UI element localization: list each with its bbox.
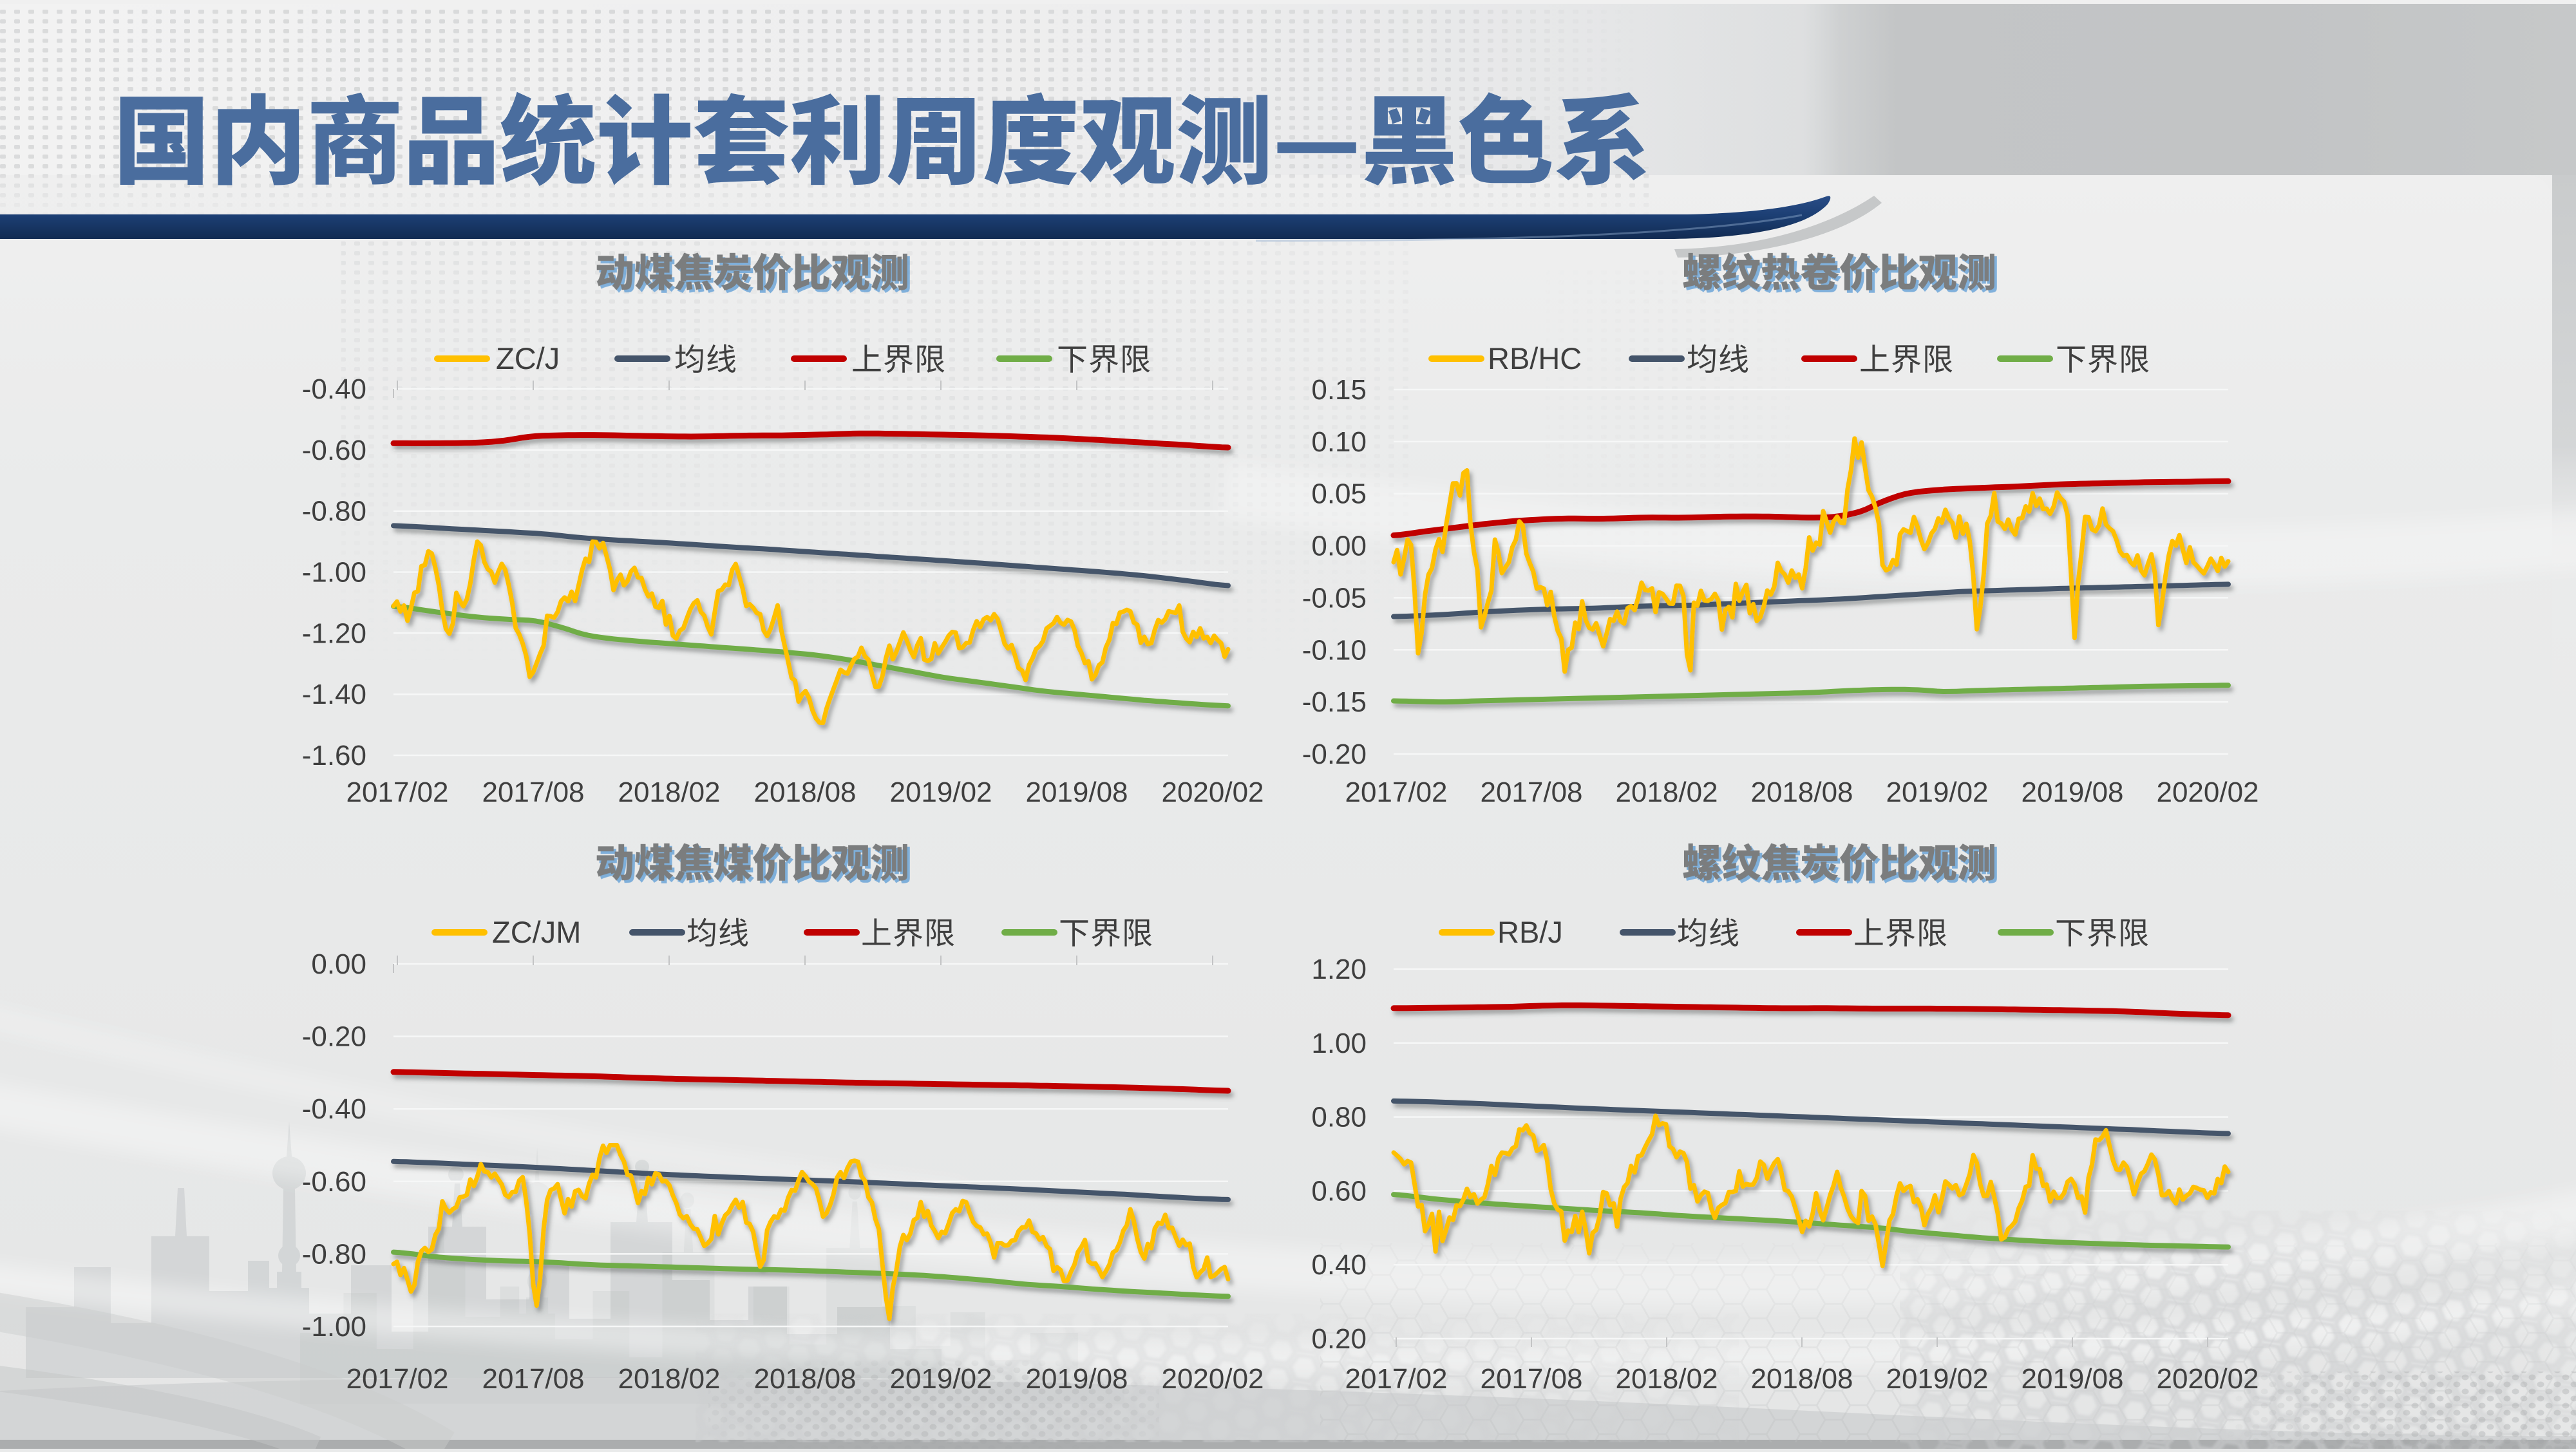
- svg-text:-0.05: -0.05: [1302, 582, 1367, 614]
- svg-text:-0.60: -0.60: [302, 435, 366, 466]
- svg-text:-0.40: -0.40: [302, 1093, 366, 1125]
- svg-text:-0.20: -0.20: [1302, 739, 1367, 770]
- svg-text:2020/02: 2020/02: [2156, 1363, 2259, 1395]
- svg-text:2017/08: 2017/08: [1480, 777, 1582, 808]
- svg-text:-0.10: -0.10: [1302, 634, 1367, 666]
- svg-text:2017/08: 2017/08: [1480, 1363, 1582, 1395]
- svg-text:0.05: 0.05: [1311, 478, 1367, 510]
- svg-text:-1.00: -1.00: [302, 1311, 366, 1343]
- svg-text:2018/08: 2018/08: [1750, 1363, 1853, 1395]
- svg-text:2019/02: 2019/02: [1886, 777, 1988, 808]
- svg-text:-1.00: -1.00: [302, 557, 366, 589]
- svg-text:-0.40: -0.40: [302, 373, 366, 405]
- svg-text:2018/02: 2018/02: [618, 1363, 720, 1395]
- svg-text:2020/02: 2020/02: [1161, 777, 1264, 808]
- svg-text:2017/02: 2017/02: [1345, 777, 1447, 808]
- svg-text:-1.40: -1.40: [302, 679, 366, 710]
- svg-text:2018/08: 2018/08: [753, 777, 856, 808]
- svg-text:2018/02: 2018/02: [1615, 1363, 1718, 1395]
- svg-text:2018/08: 2018/08: [753, 1363, 856, 1395]
- svg-text:2020/02: 2020/02: [2156, 777, 2259, 808]
- svg-text:2017/02: 2017/02: [1345, 1363, 1447, 1395]
- svg-text:0.10: 0.10: [1311, 426, 1367, 458]
- svg-text:2017/08: 2017/08: [482, 1363, 584, 1395]
- svg-text:2018/02: 2018/02: [618, 777, 720, 808]
- svg-text:2017/08: 2017/08: [482, 777, 584, 808]
- svg-text:0.80: 0.80: [1311, 1102, 1367, 1133]
- svg-text:2018/08: 2018/08: [1750, 777, 1853, 808]
- svg-text:2019/08: 2019/08: [1025, 1363, 1128, 1395]
- svg-text:RB/HC: RB/HC: [1488, 341, 1582, 375]
- svg-text:RB/J: RB/J: [1497, 915, 1563, 949]
- svg-text:ZC/J: ZC/J: [496, 341, 560, 375]
- svg-text:-0.20: -0.20: [302, 1021, 366, 1053]
- svg-text:-0.15: -0.15: [1302, 686, 1367, 718]
- svg-text:2019/08: 2019/08: [2021, 777, 2123, 808]
- svg-text:0.60: 0.60: [1311, 1175, 1367, 1207]
- svg-text:-1.60: -1.60: [302, 740, 366, 771]
- svg-text:-0.80: -0.80: [302, 496, 366, 527]
- svg-text:0.15: 0.15: [1311, 374, 1367, 406]
- svg-text:2018/02: 2018/02: [1615, 777, 1718, 808]
- svg-text:2017/02: 2017/02: [346, 777, 448, 808]
- svg-text:1.20: 1.20: [1311, 954, 1367, 985]
- svg-text:0.00: 0.00: [311, 948, 366, 980]
- svg-text:-1.20: -1.20: [302, 618, 366, 649]
- svg-text:2020/02: 2020/02: [1161, 1363, 1264, 1395]
- svg-text:2019/08: 2019/08: [1025, 777, 1128, 808]
- svg-text:2019/08: 2019/08: [2021, 1363, 2123, 1395]
- svg-text:0.20: 0.20: [1311, 1323, 1367, 1355]
- svg-text:0.40: 0.40: [1311, 1249, 1367, 1281]
- svg-text:0.00: 0.00: [1311, 531, 1367, 562]
- svg-text:-0.80: -0.80: [302, 1238, 366, 1270]
- svg-text:ZC/JM: ZC/JM: [492, 915, 581, 949]
- svg-text:2017/02: 2017/02: [346, 1363, 448, 1395]
- svg-text:2019/02: 2019/02: [889, 1363, 992, 1395]
- svg-text:2019/02: 2019/02: [1886, 1363, 1988, 1395]
- svg-text:1.00: 1.00: [1311, 1028, 1367, 1059]
- svg-text:-0.60: -0.60: [302, 1166, 366, 1198]
- svg-text:2019/02: 2019/02: [889, 777, 992, 808]
